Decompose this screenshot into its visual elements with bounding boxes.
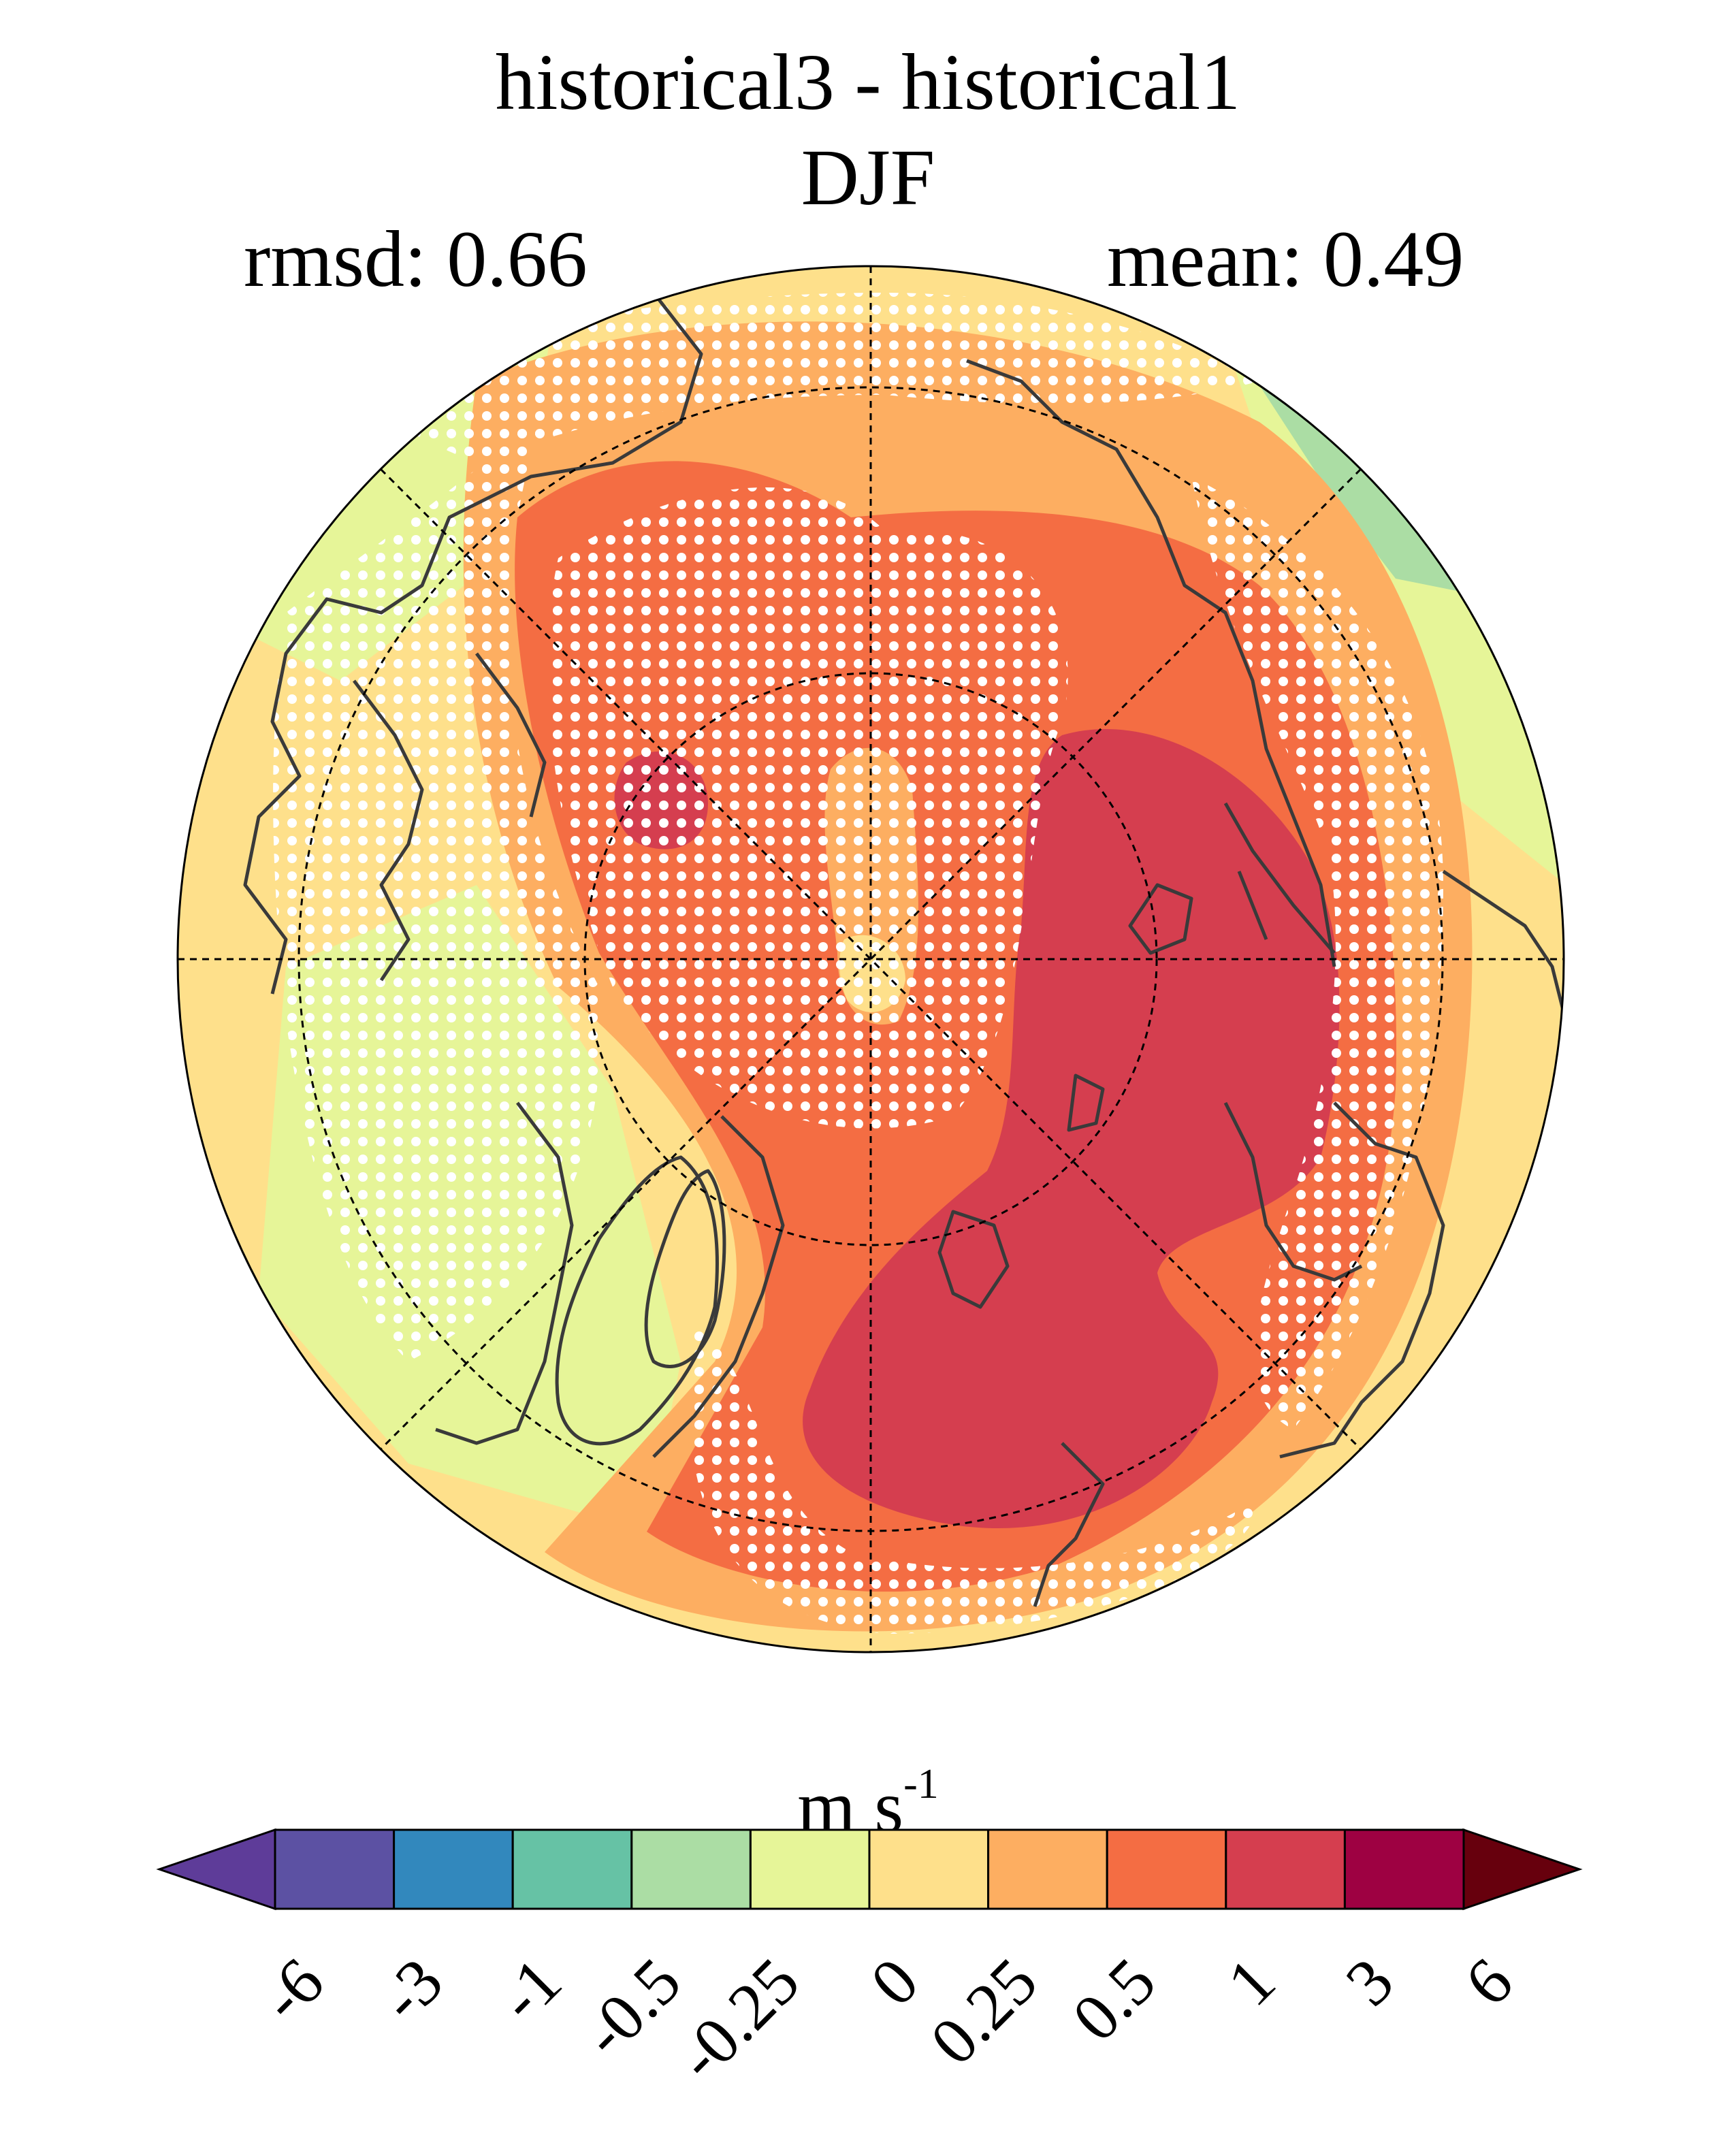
coast-svalbard [937,1210,1010,1309]
colorbar-tick-label: 6 [1451,1944,1527,2020]
colorbar-tick-label: -6 [246,1944,338,2036]
mean-label: mean: 0.49 [1107,214,1464,304]
coast-asia-north [966,359,1336,967]
colorbar-box [274,1828,396,1910]
units-exponent: -1 [903,1761,939,1807]
meridian-diag-1 [379,468,1362,1451]
map-boundary [176,265,1565,1653]
colorbar-box [1343,1828,1465,1910]
colorbar-extend-high [1462,1828,1583,1911]
stipple-central [547,487,1068,1129]
stipple-south [689,1327,1259,1634]
colorbar-box [1225,1828,1346,1910]
colorbar-tick-label: 0.5 [1059,1944,1170,2056]
colorbar-extend-low [156,1828,276,1911]
graticule [178,266,1564,1652]
title-line-1: historical3 - historical1 [495,37,1241,127]
coastlines [243,291,1564,1607]
coast-greenland-contour [555,1155,719,1446]
coast-novaya [1223,1101,1363,1282]
coast-east-edge [1442,869,1564,1022]
colorbar-box [749,1828,871,1910]
title-line-2-season: DJF [801,133,935,222]
colorbar-tick-label: 0.25 [916,1944,1051,2080]
colorbar-box [1106,1828,1227,1910]
colorbar-box [987,1828,1108,1910]
coast-severnaya [1223,802,1336,954]
coast-island-1 [1128,883,1193,955]
polar-map [176,265,1565,1653]
colorbar-tick-label: -1 [484,1944,576,2036]
coast-island-2 [1067,1074,1105,1132]
meridian-diag-2 [379,468,1362,1451]
coast-canada-north [243,291,703,995]
colorbar-tick-label: -3 [365,1944,457,2036]
rmsd-label: rmsd: 0.66 [244,214,588,304]
colorbar-tick-label: -0.25 [663,1944,814,2095]
coast-archipelago [353,652,547,982]
colorbar-box [393,1828,514,1910]
coast-scandinavia [1279,1101,1445,1459]
colorbar-tick-label: 3 [1332,1944,1409,2020]
colorbar [156,1828,1583,1911]
stipple-east [1191,477,1443,1430]
colorbar-box [868,1828,990,1910]
coast-greenland-east [652,1115,785,1458]
colorbar-box [630,1828,752,1910]
colorbar-tick-label: 0 [856,1944,933,2020]
coast-greenland-west [435,1101,574,1445]
coast-europe [1033,1442,1105,1607]
stipple-west [273,408,601,1361]
coast-greenland-inner [644,1169,726,1368]
colorbar-tick-label: 1 [1213,1944,1289,2020]
colorbar-box [511,1828,633,1910]
